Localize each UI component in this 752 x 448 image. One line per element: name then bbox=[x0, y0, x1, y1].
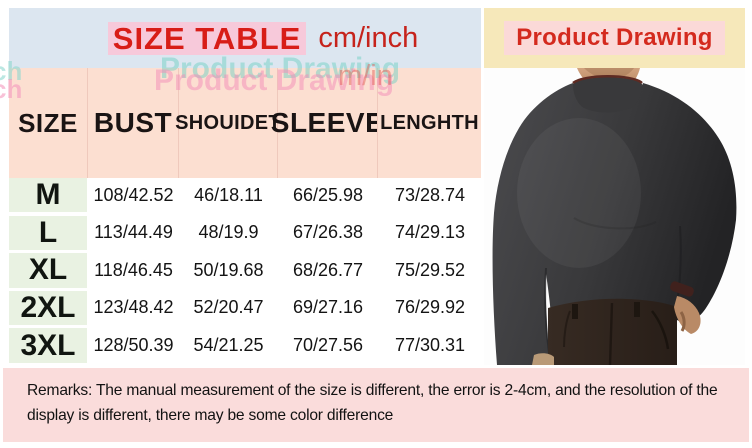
sleeve-value: 70/27.56 bbox=[277, 328, 377, 363]
size-table-title: SIZE TABLE bbox=[107, 21, 307, 55]
column-header-bust: BUST bbox=[87, 68, 178, 178]
size-label-m: M bbox=[9, 178, 87, 213]
sleeve-value: 67/26.38 bbox=[277, 215, 377, 250]
bust-value: 128/50.39 bbox=[87, 328, 178, 363]
shoulder-value: 52/20.47 bbox=[178, 290, 277, 326]
bust-value: 123/48.42 bbox=[87, 290, 178, 326]
remarks-text: Remarks: The manual measurement of the s… bbox=[3, 368, 749, 442]
sleeve-value: 69/27.16 bbox=[277, 290, 377, 326]
sleeve-value: 68/26.77 bbox=[277, 253, 377, 288]
bust-value: 108/42.52 bbox=[87, 178, 178, 213]
size-table-header-row: SIZE BUST SHOUIDET SLEEVE LENGHTH bbox=[9, 68, 481, 178]
size-label-xl: XL bbox=[9, 253, 87, 288]
size-label-3xl: 3XL bbox=[9, 328, 87, 363]
product-drawing-band: Product Drawing bbox=[484, 8, 745, 68]
size-label-2xl: 2XL bbox=[9, 290, 87, 326]
column-header-sleeve: SLEEVE bbox=[271, 68, 384, 178]
shoulder-value: 50/19.68 bbox=[178, 253, 277, 288]
size-label-l: L bbox=[9, 215, 87, 250]
length-value: 74/29.13 bbox=[377, 215, 481, 250]
column-header-length: LENGHTH bbox=[377, 68, 481, 178]
product-photo bbox=[484, 68, 745, 365]
sleeve-value: 66/25.98 bbox=[277, 178, 377, 213]
length-value: 76/29.92 bbox=[377, 290, 481, 326]
size-table-unit: cm/inch bbox=[318, 21, 419, 54]
length-value: 75/29.52 bbox=[377, 253, 481, 288]
shoulder-value: 46/18.11 bbox=[178, 178, 277, 213]
shoulder-value: 48/19.9 bbox=[178, 215, 277, 250]
column-header-size: SIZE bbox=[9, 68, 87, 178]
bust-value: 118/46.45 bbox=[87, 253, 178, 288]
size-table-body: M 108/42.52 46/18.11 66/25.98 73/28.74 L… bbox=[9, 178, 481, 365]
bust-value: 113/44.49 bbox=[87, 215, 178, 250]
man-in-mock-neck-shirt-illustration bbox=[484, 68, 745, 365]
product-drawing-label: Product Drawing bbox=[504, 21, 725, 55]
shoulder-value: 54/21.25 bbox=[178, 328, 277, 363]
length-value: 77/30.31 bbox=[377, 328, 481, 363]
column-header-shoulder: SHOUIDET bbox=[175, 68, 281, 178]
length-value: 73/28.74 bbox=[377, 178, 481, 213]
size-table-title-band: SIZE TABLE cm/inch bbox=[9, 8, 481, 68]
